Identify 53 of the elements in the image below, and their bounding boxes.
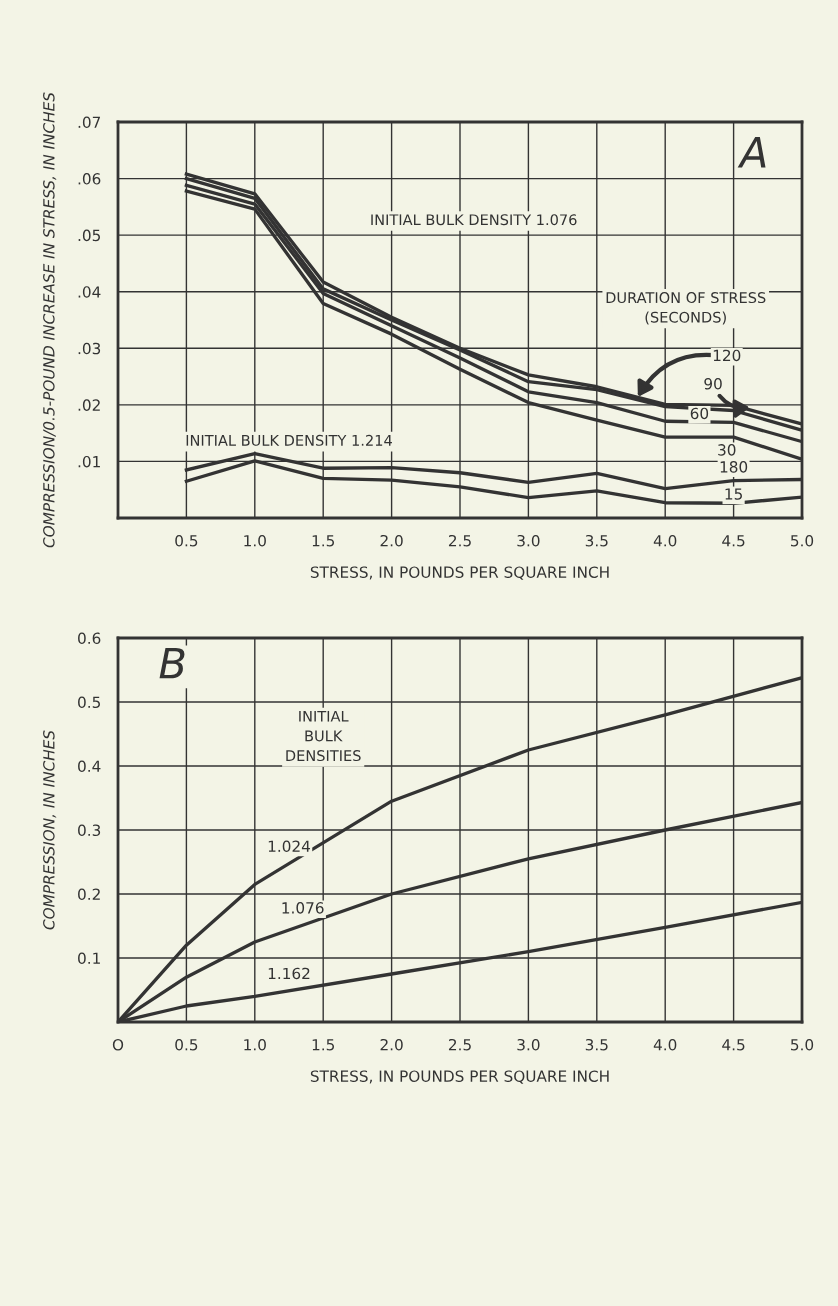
x-tick-label: 4.0 [653,1038,677,1051]
annotation: INITIAL BULK DENSITIES [286,710,361,762]
chart-title: A [737,137,766,168]
x-tick-label: 3.5 [585,534,608,547]
y-axis-title: COMPRESSION, IN INCHES [43,730,57,930]
series-label: 15 [725,488,742,500]
x-tick-label: 1.0 [244,534,266,547]
y-tick-label: 0.1 [78,952,100,965]
chart-title: B [159,647,185,679]
x-axis-title: STRESS, IN POUNDS PER SQUARE INCH [310,1070,609,1084]
x-tick-label: O [112,1038,124,1051]
x-axis-title: STRESS, IN POUNDS PER SQUARE INCH [310,566,609,580]
series-label: 30 [718,444,736,456]
x-tick-label: 2.5 [448,534,471,547]
y-tick-label: 0.6 [78,632,101,645]
y-tick-label: 0.2 [78,888,100,901]
y-tick-label: 0.4 [78,760,101,773]
x-tick-label: 1.0 [244,1038,266,1051]
x-tick-label: 5.0 [791,1038,814,1051]
y-tick-label: .03 [78,342,101,355]
x-tick-label: 2.0 [380,1038,403,1051]
annotation: INITIAL BULK DENSITY 1.214 [186,434,392,446]
y-tick-label: 0.5 [78,696,100,709]
x-tick-label: 4.5 [722,1039,745,1051]
x-tick-label: 3.5 [585,1038,608,1051]
x-tick-label: 2.5 [448,1038,471,1051]
x-tick-label: 3.0 [517,534,540,547]
annotation: DURATION OF STRESS (SECONDS) [606,292,766,325]
x-tick-label: 3.0 [517,1038,540,1051]
y-tick-label: .02 [78,399,100,411]
series-label: 1.024 [268,840,311,853]
y-tick-label: .06 [78,173,101,185]
series-label: 180 [720,461,748,473]
series-label: 1.076 [282,902,324,914]
y-tick-label: .05 [78,229,100,242]
x-tick-label: 1.5 [312,535,335,547]
text: 120 [713,349,741,362]
series-label: 1.162 [268,967,310,980]
x-tick-label: 1.5 [312,1039,335,1051]
x-tick-label: 4.5 [722,535,745,547]
series-label: 90 [704,377,722,390]
y-axis-title: COMPRESSION/0.5-POUND INCREASE IN STRESS, IN INCHES [43,92,57,548]
y-tick-label: 0.3 [78,824,101,837]
y-tick-label: .01 [78,455,100,468]
annotation: INITIAL BULK DENSITY 1.076 [371,214,577,226]
x-tick-label: 4.0 [653,534,677,547]
y-tick-label: .07 [78,116,101,129]
series-label: 60 [690,407,709,420]
x-tick-label: 0.5 [175,1038,198,1051]
y-tick-label: .04 [78,286,101,298]
x-tick-label: 2.0 [380,534,403,547]
x-tick-label: 5.0 [791,534,814,547]
x-tick-label: 0.5 [175,534,198,547]
